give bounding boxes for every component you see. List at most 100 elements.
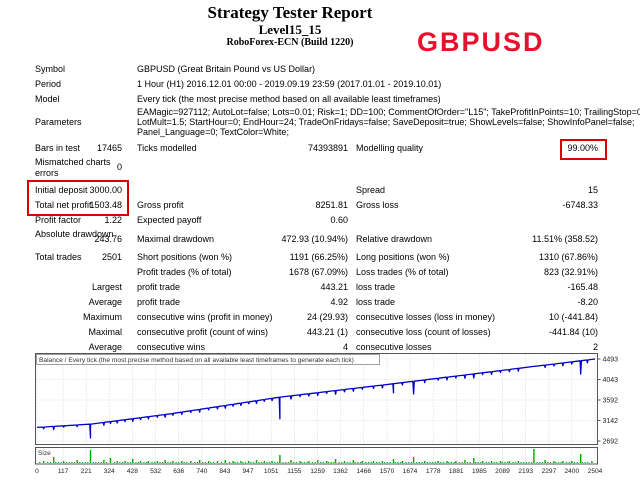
report-row: Average profit trade 4.92 loss trade -8.20 <box>0 295 640 310</box>
size-bar <box>172 461 174 463</box>
size-bar <box>317 460 319 463</box>
stat-value: 1678 (67.09%) <box>288 267 348 277</box>
size-bar <box>63 461 65 463</box>
x-axis-label: 1259 <box>310 468 325 475</box>
size-bar <box>544 460 546 463</box>
stat-label: Spread <box>356 185 386 195</box>
highlight-box-quality <box>560 139 607 160</box>
stat-label: consecutive losses <box>356 342 432 352</box>
stat-label: Short positions (won %) <box>137 252 233 262</box>
x-axis-label: 1155 <box>287 468 302 475</box>
size-bar <box>326 461 328 463</box>
stat-value: 24 (29.93) <box>306 312 348 322</box>
size-bar <box>199 460 201 463</box>
size-bar <box>517 461 519 463</box>
stat-value: 99.00% <box>567 143 598 153</box>
stat-value: 4.92 <box>330 297 348 307</box>
report-row: Period 1 Hour (H1) 2016.12.01 00:00 - 201… <box>0 77 640 92</box>
stat-value: Largest <box>91 282 122 292</box>
size-bar <box>116 461 118 463</box>
size-bar <box>279 455 281 463</box>
stat-value: 15 <box>587 185 598 195</box>
chart-title: Balance / Every tick (the most precise m… <box>39 357 354 364</box>
stat-value: Average <box>88 297 122 307</box>
stat-label: Gross profit <box>137 200 184 210</box>
report-row: Largest profit trade 443.21 loss trade -165.… <box>0 280 640 295</box>
size-bar <box>553 461 555 463</box>
stat-value: -8.20 <box>577 297 598 307</box>
report-row: Maximal consecutive profit (count of wins… <box>0 325 640 340</box>
stat-value: 472.93 (10.94%) <box>281 234 348 244</box>
size-bar <box>446 461 448 463</box>
stat-label: Profit factor <box>35 215 82 225</box>
stat-value: 1310 (67.86%) <box>538 252 598 262</box>
report-row: Symbol GBPUSD (Great Britain Pound vs US … <box>0 62 640 77</box>
stat-value: -441.84 (10) <box>548 327 598 337</box>
size-bar <box>147 461 150 463</box>
size-bar <box>271 461 273 463</box>
stat-value: 10 (-441.84) <box>548 312 598 322</box>
x-axis-label: 221 <box>81 468 92 475</box>
x-axis-label: 1985 <box>472 468 487 475</box>
x-axis-label: 636 <box>173 468 184 475</box>
size-bar <box>334 459 337 463</box>
size-bar <box>263 461 265 463</box>
stat-value: -6748.33 <box>562 200 598 210</box>
x-axis-label: 1778 <box>426 468 441 475</box>
size-bar <box>216 461 219 463</box>
size-bar <box>240 461 242 463</box>
size-bar <box>89 450 92 463</box>
report-row: Model Every tick (the most precise method… <box>0 92 640 107</box>
size-bar <box>53 457 55 463</box>
stat-label: Every tick (the most precise method base… <box>137 94 441 104</box>
stat-label: Relative drawdown <box>356 234 433 244</box>
stat-label: Ticks modelled <box>137 143 197 153</box>
stat-value: Average <box>88 342 122 352</box>
stat-label: Gross loss <box>356 200 399 210</box>
stat-label: Loss trades (% of total) <box>356 267 449 277</box>
size-bar <box>533 449 535 463</box>
size-bar <box>343 461 346 463</box>
stat-value: 823 (32.91%) <box>543 267 598 277</box>
x-axis-label: 0 <box>35 468 39 475</box>
stat-value: 1191 (66.25%) <box>289 252 348 262</box>
size-bar <box>401 461 404 463</box>
x-axis-label: 1466 <box>356 468 371 475</box>
stat-value: Maximal <box>88 327 122 337</box>
stat-label: Total trades <box>35 252 82 262</box>
size-bar <box>299 461 301 463</box>
x-axis-label: 1570 <box>380 468 395 475</box>
size-bar <box>139 461 142 463</box>
stat-value: 8251.81 <box>315 200 348 210</box>
x-axis-label: 2297 <box>542 468 557 475</box>
stat-label: profit trade <box>137 282 181 292</box>
size-bar <box>455 461 457 463</box>
size-bar <box>248 461 250 463</box>
stat-label: consecutive profit (count of wins) <box>137 327 269 337</box>
size-bar <box>562 461 564 463</box>
size-bar <box>381 461 384 463</box>
size-bar <box>482 461 484 463</box>
size-bar <box>591 461 593 463</box>
stat-label: consecutive loss (count of losses) <box>356 327 491 337</box>
size-bar <box>76 460 78 463</box>
x-axis-label: 843 <box>219 468 230 475</box>
stat-label: GBPUSD (Great Britain Pound vs US Dollar… <box>137 64 316 74</box>
stat-label: profit trade <box>137 297 181 307</box>
report-row: Total net profit 1503.48 Gross profit 8251.… <box>0 198 640 213</box>
stat-label: Bars in test <box>35 143 81 153</box>
report-row: Bars in test 17465 Ticks modelled 74393891 M… <box>0 141 640 156</box>
stat-label: Modelling quality <box>356 143 424 153</box>
highlight-box-deposit <box>27 180 129 216</box>
stat-value: 3000.00 <box>89 185 122 195</box>
x-axis-label: 947 <box>242 468 253 475</box>
y-axis-label: 3142 <box>603 418 619 425</box>
size-bar <box>508 461 511 463</box>
size-bar <box>580 454 582 463</box>
stat-label: Absolute drawdown <box>35 229 114 239</box>
stat-value: 74393891 <box>307 143 348 153</box>
stat-value: 0 <box>116 162 122 172</box>
x-axis-label: 117 <box>58 468 69 475</box>
size-bar <box>372 461 375 463</box>
report-header: Strategy Tester Report Level15_15 RoboFo… <box>0 3 580 49</box>
